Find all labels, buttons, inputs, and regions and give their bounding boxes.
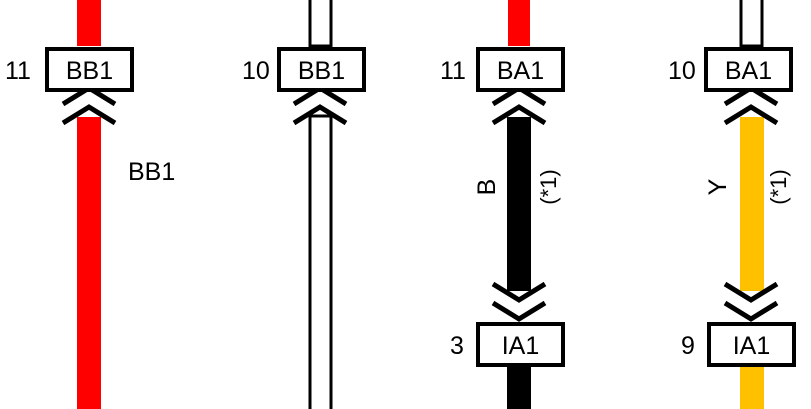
wire-white-top [739,0,764,48]
wire-red-top [508,0,530,46]
wire-column-3: 11 BA1 3 IA1 B (*1) [440,0,565,409]
connector-box[interactable] [707,322,796,367]
connector-name: IA1 [733,332,771,360]
chevron-down-icon [723,300,779,322]
connector-name: BB1 [66,57,113,85]
wire-color-code: Y [704,178,732,195]
connector-box[interactable] [476,47,565,92]
wire-red-top [77,0,101,46]
chevron-up-icon [723,104,779,126]
chevron-down-icon [491,300,547,322]
wire-column-2: 10 BB1 [242,0,366,409]
chevron-up-icon [491,104,547,126]
wire-black-bottom [507,366,531,409]
wire-note: (*1) [766,169,791,204]
pin-number: 10 [668,57,696,85]
wire-column-1: 11 BB1 BB1 [5,0,175,409]
connector-name: BA1 [725,57,772,85]
wire-yellow-middle [740,117,764,291]
pin-number: 9 [681,332,695,360]
wire-white-bottom [308,114,333,409]
wire-black-middle [507,117,531,291]
wire-label: BB1 [128,158,175,186]
wire-red-bottom [77,117,101,409]
wire-yellow-bottom [740,366,764,409]
pin-number: 3 [450,332,464,360]
wire-white-top [308,0,333,48]
connector-box[interactable] [704,47,793,92]
wire-color-code: B [473,179,501,196]
connector-name: BB1 [298,57,345,85]
chevron-up-icon [292,104,348,126]
connector-name: BA1 [497,57,544,85]
chevron-down-icon [723,281,779,303]
wire-column-4: 10 BA1 9 IA1 Y (*1) [668,0,796,409]
connector-name: IA1 [502,332,540,360]
connector-box[interactable] [277,47,366,92]
pin-number: 11 [5,57,31,85]
chevron-up-icon [61,104,117,126]
connector-box[interactable] [45,47,134,92]
connector-box[interactable] [476,322,565,367]
chevron-down-icon [491,281,547,303]
pin-number: 10 [242,57,270,85]
wire-note: (*1) [536,169,561,204]
pin-number: 11 [440,57,466,85]
